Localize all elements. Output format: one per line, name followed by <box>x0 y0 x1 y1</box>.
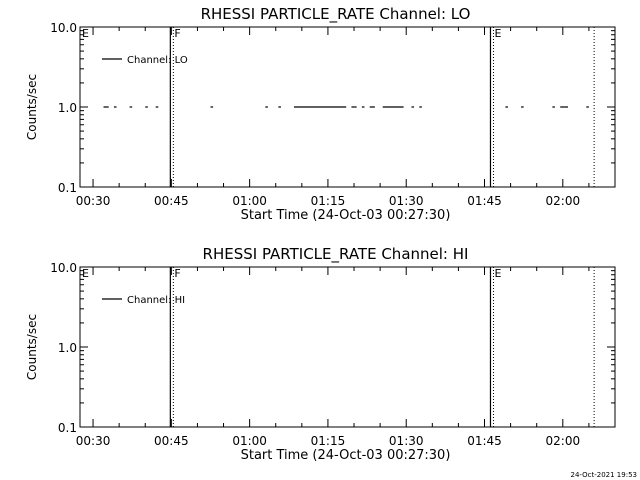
x-tick-label: 01:45 <box>467 434 502 448</box>
y-axis-label: Counts/sec <box>25 74 39 140</box>
annotation-label: E <box>494 267 501 280</box>
plot-frame <box>79 266 616 428</box>
y-tick-label: 0.1 <box>58 181 77 195</box>
chart-hi-panel: RHESSI PARTICLE_RATE Channel: HI Counts/s… <box>25 245 616 463</box>
x-tick-label: 00:45 <box>154 194 189 208</box>
annotation-label: F <box>174 267 180 280</box>
y-tick-label: 0.1 <box>58 421 77 435</box>
x-tick-label: 01:30 <box>389 194 424 208</box>
chart-lo-panel: RHESSI PARTICLE_RATE Channel: LO Counts/s… <box>25 5 616 223</box>
x-tick-label: 02:00 <box>546 194 581 208</box>
x-axis-label: Start Time (24-Oct-03 00:27:30) <box>241 208 451 223</box>
x-tick-label: 01:15 <box>311 434 346 448</box>
x-axis-label: Start Time (24-Oct-03 00:27:30) <box>241 448 451 463</box>
annotation-label: E <box>82 267 89 280</box>
y-tick-label: 10.0 <box>50 21 77 35</box>
annotation-label: E <box>494 27 501 40</box>
x-tick-label: 01:15 <box>311 194 346 208</box>
y-tick-label: 1.0 <box>58 341 77 355</box>
legend-label: Channel: LO <box>127 55 188 66</box>
y-tick-label: 10.0 <box>50 261 77 275</box>
chart-title: RHESSI PARTICLE_RATE Channel: HI <box>203 245 469 264</box>
x-tick-label: 00:45 <box>154 434 189 448</box>
annotation-label: E <box>82 27 89 40</box>
y-tick-label: 1.0 <box>58 101 77 115</box>
chart-title: RHESSI PARTICLE_RATE Channel: LO <box>201 5 471 24</box>
plot-frame <box>79 26 616 188</box>
x-tick-label: 01:00 <box>232 434 267 448</box>
x-tick-label: 01:45 <box>467 194 502 208</box>
x-tick-label: 01:00 <box>232 194 267 208</box>
x-tick-label: 02:00 <box>546 434 581 448</box>
timestamp-footer: 24-Oct-2021 19:53 <box>571 471 637 479</box>
x-tick-label: 00:30 <box>76 434 111 448</box>
x-tick-label: 00:30 <box>76 194 111 208</box>
annotation-label: F <box>174 27 180 40</box>
y-axis-label: Counts/sec <box>25 314 39 380</box>
legend-label: Channel: HI <box>127 295 185 306</box>
x-tick-label: 01:30 <box>389 434 424 448</box>
